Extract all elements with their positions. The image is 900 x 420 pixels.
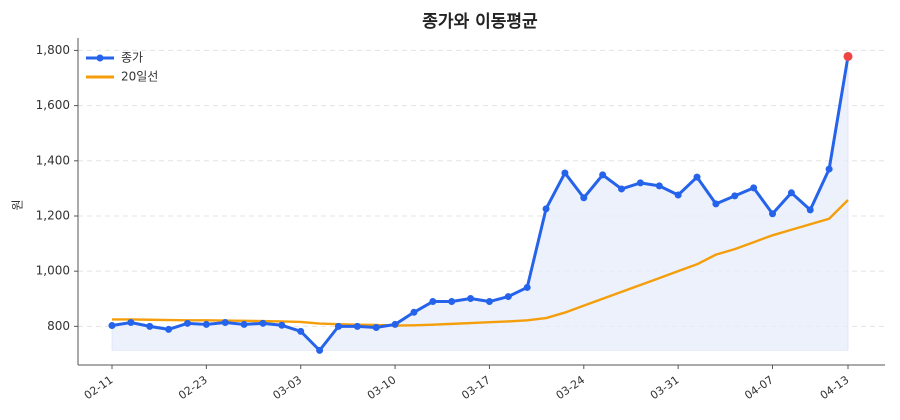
area-fill — [111, 56, 849, 351]
point — [787, 189, 795, 197]
x-tick-label: 03-10 — [365, 373, 399, 402]
point — [693, 173, 701, 181]
point — [599, 171, 607, 179]
y-tick-label: 1,800 — [36, 43, 70, 57]
point — [806, 206, 814, 214]
point — [712, 200, 720, 208]
point — [504, 293, 512, 301]
y-axis-label: 원 — [11, 199, 25, 210]
point — [674, 191, 682, 199]
y-tick-label: 1,000 — [36, 264, 70, 278]
y-tick-label: 1,200 — [36, 208, 70, 222]
point — [240, 320, 248, 328]
x-tick-label: 03-03 — [271, 373, 305, 402]
x-tick-label: 04-13 — [818, 373, 852, 402]
point — [221, 319, 229, 327]
point — [410, 308, 418, 316]
point — [542, 205, 550, 213]
point — [448, 298, 456, 306]
x-tick-label: 02-11 — [82, 373, 116, 402]
point — [618, 185, 626, 193]
point — [316, 346, 324, 354]
point — [561, 169, 569, 177]
line — [112, 199, 849, 327]
point — [353, 322, 361, 330]
point — [429, 298, 437, 306]
point — [391, 320, 399, 328]
point — [372, 323, 380, 331]
legend-marker — [96, 54, 104, 62]
point — [769, 210, 777, 218]
point — [202, 320, 210, 328]
x-tick-label: 03-24 — [554, 373, 588, 402]
point — [127, 319, 135, 327]
chart-title: 종가와 이동평균 — [422, 12, 538, 32]
x-tick-label: 03-17 — [459, 373, 493, 402]
y-tick-label: 800 — [47, 319, 70, 333]
legend-label: 종가 — [121, 51, 143, 65]
point — [485, 298, 493, 306]
line — [111, 56, 850, 352]
point — [297, 327, 305, 335]
x-tick-label: 04-07 — [742, 373, 776, 402]
point — [523, 283, 531, 291]
y-tick-label: 1,400 — [36, 153, 70, 167]
point — [580, 194, 588, 202]
point — [750, 184, 758, 192]
point — [334, 322, 342, 330]
point — [108, 322, 116, 330]
point — [183, 319, 191, 327]
highlight-point — [843, 51, 853, 61]
point — [259, 319, 267, 327]
point — [146, 322, 154, 330]
point — [825, 165, 833, 173]
x-tick-label: 03-31 — [648, 373, 682, 402]
point — [655, 182, 663, 190]
legend-label: 20일선 — [121, 70, 158, 84]
y-tick-label: 1,600 — [36, 98, 70, 112]
point — [165, 325, 173, 333]
point — [636, 179, 644, 187]
legend: 종가 20일선 — [86, 51, 158, 84]
x-tick-label: 02-23 — [176, 373, 210, 402]
point — [731, 192, 739, 200]
point — [278, 321, 286, 329]
point — [467, 294, 475, 302]
